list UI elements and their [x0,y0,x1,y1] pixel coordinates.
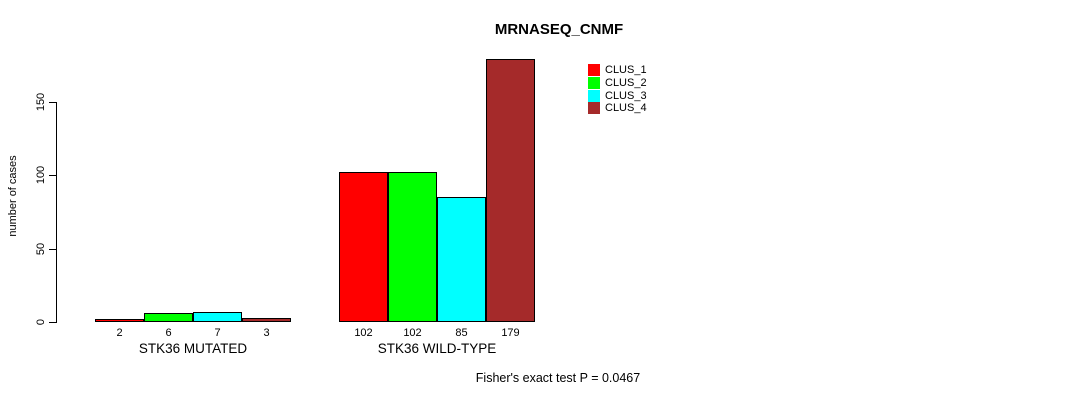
bar-value-label: 3 [263,327,270,339]
bar-value-label: 85 [455,327,468,339]
legend-label: CLUS_2 [605,77,647,90]
bar-value-label: 102 [354,327,373,339]
y-axis-tick [49,101,57,103]
bar-value-label: 102 [403,327,422,339]
bar-clus_4-group1 [242,317,291,322]
bar-value-label: 6 [165,327,172,339]
legend-label: CLUS_1 [605,64,647,77]
legend-swatch-icon [588,77,600,90]
bar-clus_3-group2 [437,197,486,322]
x-category-label: STK36 WILD-TYPE [377,341,497,356]
chart-title: MRNASEQ_CNMF [494,21,624,38]
y-axis-tick [49,175,57,176]
bar-clus_1-group1 [95,319,144,322]
bar-clus_4-group2 [486,58,535,322]
legend-item: CLUS_4 [588,102,647,115]
legend-swatch-icon [588,102,600,115]
legend-swatch-icon [588,89,600,102]
stat-annotation: Fisher's exact test P = 0.0467 [475,371,641,385]
legend-item: CLUS_1 [588,64,647,77]
x-category-label: STK36 MUTATED [138,341,248,356]
bar-clus_2-group2 [388,172,437,322]
y-axis-tick-label: 50 [35,242,47,255]
y-axis-line [56,101,57,322]
legend-label: CLUS_4 [605,102,647,115]
bar-clus_1-group2 [339,172,388,322]
bar-value-label: 2 [116,327,123,339]
legend: CLUS_1 CLUS_2 CLUS_3 CLUS_4 [588,64,647,115]
y-axis-tick [49,322,57,323]
y-axis-tick [49,248,57,250]
legend-item: CLUS_3 [588,89,647,102]
y-axis-label: number of cases [7,155,19,237]
y-axis-tick-label: 0 [35,318,47,326]
legend-label: CLUS_3 [605,89,647,102]
bar-clus_3-group1 [193,311,242,322]
y-axis-tick-label: 100 [35,165,47,185]
bar-clus_2-group1 [144,313,193,322]
legend-swatch-icon [588,64,600,77]
y-axis-tick-label: 150 [35,92,47,111]
bar-value-label: 179 [501,327,520,339]
bar-value-label: 7 [214,327,221,339]
legend-item: CLUS_2 [588,77,647,90]
